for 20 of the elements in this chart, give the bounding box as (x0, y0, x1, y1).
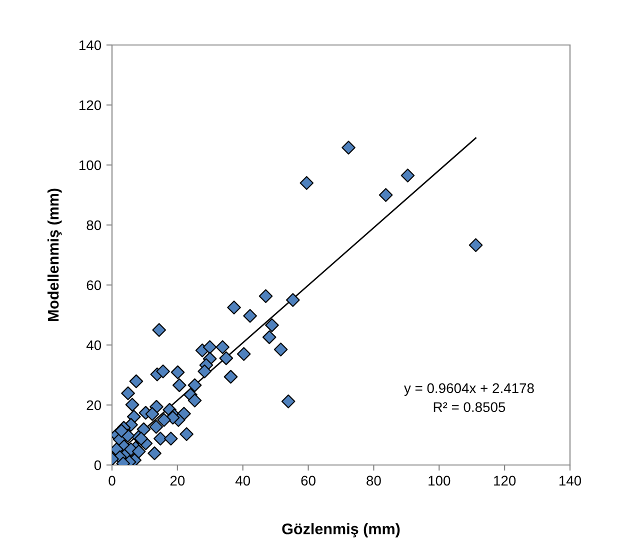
x-tick-label: 100 (428, 476, 450, 486)
annotation: R² = 0.8505 (434, 402, 506, 412)
x-tick-label: 60 (301, 476, 316, 486)
x-tick-label: 20 (170, 476, 185, 486)
x-tick-label: 140 (559, 476, 582, 486)
annotation: y = 0.9604x + 2.4178 (404, 383, 534, 396)
x-tick-label: 120 (494, 476, 516, 486)
x-tick-label: 0 (108, 476, 116, 486)
y-tick-label: 140 (79, 40, 102, 50)
x-tick-label: 40 (235, 476, 250, 486)
y-tick-label: 40 (86, 340, 102, 350)
y-tick-label: 120 (79, 100, 102, 110)
y-tick-label: 100 (79, 160, 102, 170)
x-axis-title: Gözlenmiş (mm) (282, 523, 400, 538)
y-axis-title: Modellenmiş (mm) (48, 188, 62, 322)
y-tick-label: 20 (86, 400, 102, 410)
y-tick-label: 80 (86, 220, 102, 230)
y-tick-label: 0 (94, 460, 102, 470)
x-tick-label: 80 (366, 476, 381, 486)
y-tick-label: 60 (86, 280, 102, 290)
